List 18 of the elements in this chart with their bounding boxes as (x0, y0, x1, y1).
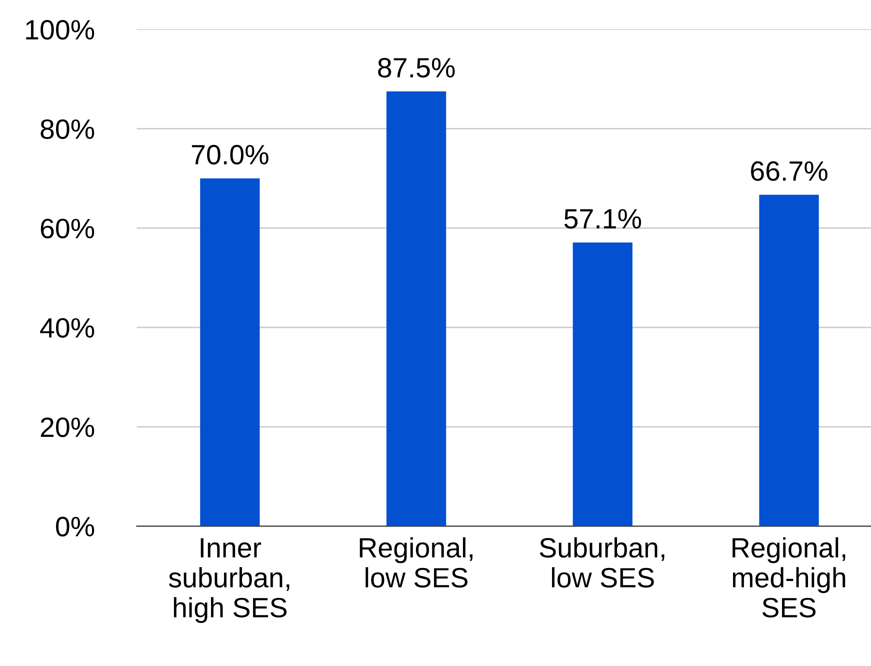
x-tick-label: Regional, med-high SES (732, 537, 846, 618)
bar (572, 242, 632, 526)
data-label: 66.7% (751, 161, 828, 181)
y-tick-label: 0% (56, 516, 94, 536)
data-label: 57.1% (564, 209, 642, 229)
y-tick-label: 40% (40, 318, 94, 338)
y-tick-label: 60% (40, 218, 94, 238)
bar (200, 178, 260, 526)
x-tick-label: Regional, low SES (360, 537, 472, 588)
data-label: 87.5% (378, 58, 455, 78)
bar (386, 91, 446, 526)
y-tick-label: 80% (40, 119, 94, 140)
data-label: 70.0% (192, 144, 268, 165)
x-tick-label: Suburban, low SES (540, 537, 664, 588)
x-tick-label: Inner suburban, high SES (168, 538, 290, 623)
y-tick-label: 100% (26, 20, 94, 40)
bar (759, 194, 819, 526)
y-tick-label: 20% (40, 417, 94, 438)
